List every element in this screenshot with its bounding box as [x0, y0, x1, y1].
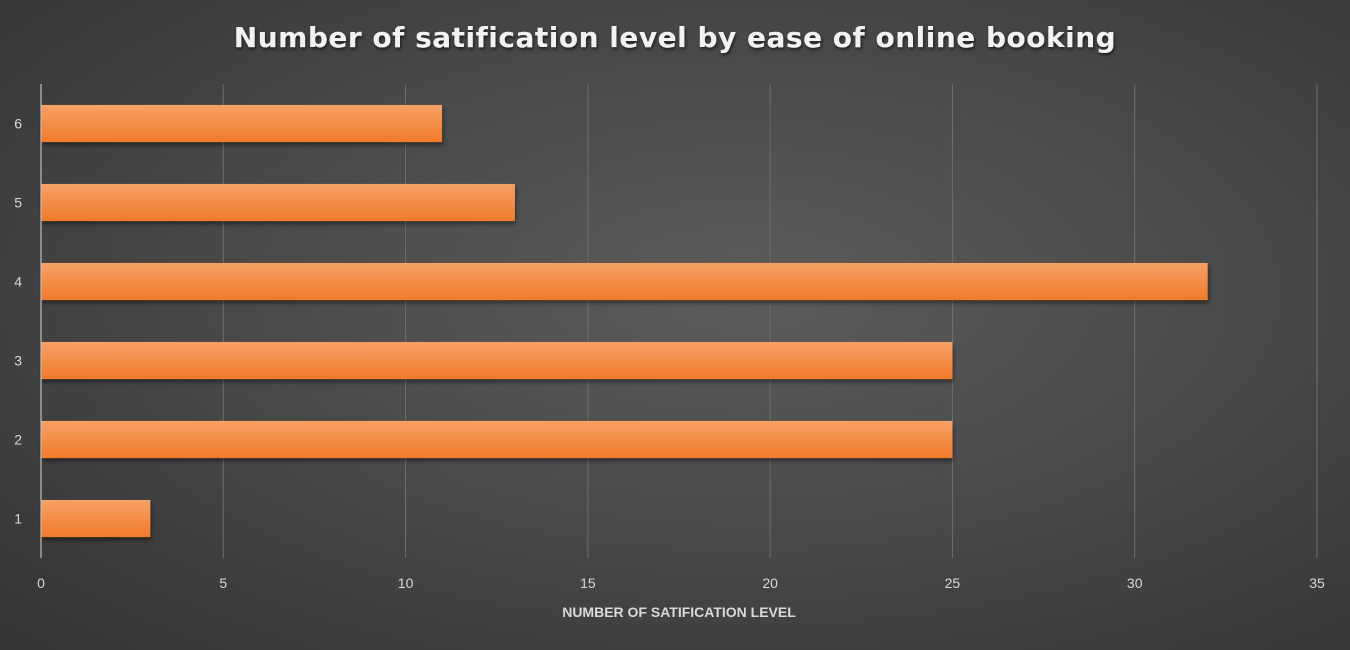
x-axis-tick-labels: 0 5 10 15 20 25 30 35: [37, 575, 1325, 591]
x-tick-label: 20: [762, 575, 778, 591]
x-tick-label: 25: [945, 575, 961, 591]
x-tick-label: 5: [219, 575, 227, 591]
x-tick-label: 0: [37, 575, 45, 591]
y-tick-label: 5: [14, 195, 22, 211]
y-axis-tick-labels: 1 2 3 4 5 6: [14, 116, 22, 527]
bar-1: [41, 499, 151, 538]
y-tick-label: 6: [14, 116, 22, 132]
bar-2: [41, 420, 953, 459]
bar-6: [41, 104, 443, 143]
bars: [41, 104, 1208, 538]
chart-title: Number of satification level by ease of …: [234, 21, 1116, 54]
gridlines: [222, 84, 1318, 558]
x-axis-title: NUMBER OF SATIFICATION LEVEL: [562, 604, 796, 620]
y-tick-label: 1: [14, 511, 22, 527]
x-tick-label: 10: [398, 575, 414, 591]
bar-3: [41, 341, 953, 380]
x-tick-label: 15: [580, 575, 596, 591]
bar-5: [41, 183, 515, 222]
x-tick-label: 30: [1127, 575, 1143, 591]
y-tick-label: 4: [14, 274, 22, 290]
y-tick-label: 3: [14, 353, 22, 369]
y-tick-label: 2: [14, 432, 22, 448]
bar-4: [41, 262, 1208, 301]
x-tick-label: 35: [1309, 575, 1325, 591]
